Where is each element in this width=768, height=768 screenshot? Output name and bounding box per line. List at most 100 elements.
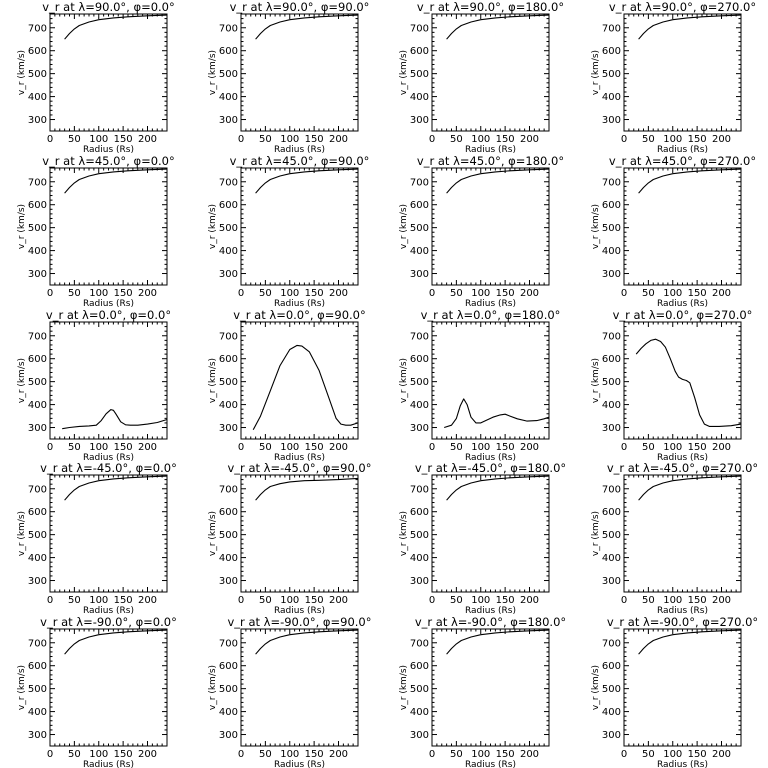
y-tick-label: 700 [410,177,429,188]
y-tick-label: 600 [28,200,47,211]
x-tick-label: 150 [114,749,133,760]
x-tick-label: 50 [450,595,463,606]
series-line [638,14,742,40]
x-tick-label: 50 [450,749,463,760]
y-axis-label: v_r (km/s) [208,358,218,403]
plot-title: v_r at λ=-90.0°, φ=180.0° [415,615,566,629]
plot-frame [623,628,742,747]
y-axis-label: v_r (km/s) [591,50,601,95]
x-tick-label: 50 [68,442,81,453]
plot-title: v_r at λ=-90.0°, φ=0.0° [40,615,177,629]
x-tick-label: 0 [238,749,244,760]
series-line [252,344,359,431]
x-tick-label: 0 [47,595,53,606]
y-tick-label: 400 [602,400,621,411]
plot-title: v_r at λ=0.0°, φ=270.0° [613,308,753,322]
y-tick-label: 500 [219,377,238,388]
y-tick-label: 500 [28,530,47,541]
plot-frame [431,474,550,593]
y-tick-label: 600 [219,200,238,211]
y-tick-label: 300 [219,423,238,434]
x-tick-label: 150 [496,134,515,145]
plot-title: v_r at λ=-45.0°, φ=270.0° [607,461,758,475]
x-tick-label: 0 [238,595,244,606]
y-axis-label: v_r (km/s) [208,511,218,556]
x-tick-label: 100 [471,749,490,760]
y-tick-label: 400 [602,707,621,718]
y-tick-label: 400 [219,400,238,411]
x-tick-label: 50 [642,442,655,453]
y-tick-label: 500 [602,684,621,695]
x-tick-label: 200 [138,134,157,145]
y-tick-label: 400 [219,707,238,718]
y-tick-label: 600 [28,46,47,57]
y-tick-label: 600 [602,354,621,365]
series-line [635,338,742,427]
x-tick-label: 200 [712,442,731,453]
x-tick-label: 100 [663,288,682,299]
y-tick-label: 500 [28,69,47,80]
x-tick-label: 100 [280,442,299,453]
x-tick-label: 200 [329,134,348,145]
plot-title: v_r at λ=45.0°, φ=0.0° [42,154,175,168]
x-tick-label: 0 [47,749,53,760]
y-tick-label: 300 [602,730,621,741]
x-tick-label: 150 [305,288,324,299]
plot-title: v_r at λ=45.0°, φ=270.0° [609,154,756,168]
x-tick-label: 150 [688,134,707,145]
plot-frame [623,167,742,286]
y-tick-label: 600 [410,661,429,672]
x-tick-label: 150 [688,288,707,299]
y-axis-label: v_r (km/s) [399,204,409,249]
y-tick-label: 300 [219,115,238,126]
x-tick-label: 100 [89,749,108,760]
series-line [638,629,742,655]
y-axis-label: v_r (km/s) [399,665,409,710]
x-tick-label: 100 [280,595,299,606]
y-axis-label: v_r (km/s) [591,511,601,556]
y-axis-label: v_r (km/s) [17,511,27,556]
x-tick-label: 50 [259,749,272,760]
x-axis-label: Radius (Rs) [657,606,708,616]
x-tick-label: 150 [496,288,515,299]
y-tick-label: 600 [219,354,238,365]
plot-panel: v_r at λ=45.0°, φ=180.0° 0 50 100 150 200 300 4… [399,154,564,309]
x-tick-label: 0 [429,595,435,606]
x-tick-label: 0 [238,442,244,453]
x-axis-label: Radius (Rs) [657,299,708,309]
series-line [255,477,359,501]
y-axis-label: v_r (km/s) [17,204,27,249]
plot-frame [240,321,359,440]
x-tick-label: 0 [429,749,435,760]
y-tick-label: 700 [602,177,621,188]
y-tick-label: 700 [219,484,238,495]
series-line [255,14,359,40]
y-tick-label: 400 [219,246,238,257]
series-line [444,398,550,429]
y-tick-label: 500 [602,69,621,80]
x-tick-label: 200 [329,749,348,760]
plot-frame [49,321,168,440]
plot-panel: v_r at λ=90.0°, φ=180.0° 0 50 100 150 200 300 4… [399,0,564,155]
y-axis-label: v_r (km/s) [399,50,409,95]
plot-panel: v_r at λ=0.0°, φ=270.0° 0 50 100 150 200 300 40… [591,308,752,463]
x-axis-label: Radius (Rs) [83,145,134,155]
y-tick-label: 700 [219,331,238,342]
x-tick-label: 200 [712,595,731,606]
x-tick-label: 50 [259,134,272,145]
y-tick-label: 700 [28,177,47,188]
x-tick-label: 50 [450,442,463,453]
y-tick-label: 300 [28,269,47,280]
x-tick-label: 50 [642,749,655,760]
plot-panel: v_r at λ=90.0°, φ=90.0° 0 50 100 150 200 300 40… [208,0,369,155]
y-tick-label: 300 [28,576,47,587]
x-tick-label: 0 [621,442,627,453]
x-tick-label: 50 [259,595,272,606]
x-tick-label: 100 [280,749,299,760]
plot-frame [623,13,742,132]
y-tick-label: 400 [410,707,429,718]
y-tick-label: 600 [410,507,429,518]
plot-panel: v_r at λ=45.0°, φ=270.0° 0 50 100 150 200 300 4… [591,154,756,309]
y-tick-label: 300 [410,115,429,126]
